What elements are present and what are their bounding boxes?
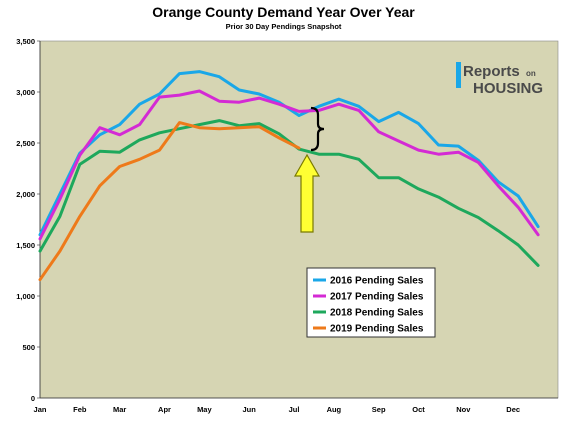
brace-icon: [310, 106, 325, 152]
x-tick-labels: Jan Feb Mar Apr May Jun Jul Aug Sep Oct Nov Dec: [34, 405, 521, 414]
x-tick-label: Feb: [73, 405, 87, 414]
chart-subtitle: Prior 30 Day Pendings Snapshot: [225, 22, 342, 31]
x-tick-label: Jan: [34, 405, 47, 414]
legend-label: 2018 Pending Sales: [330, 308, 424, 319]
legend-label: 2016 Pending Sales: [330, 276, 424, 287]
chart-title: Orange County Demand Year Over Year: [152, 4, 415, 20]
logo-mark-icon: [456, 62, 461, 88]
y-tick-labels: 3,500 3,000 2,500 2,000 1,500 1,000 500 0: [16, 37, 40, 403]
y-tick-label: 1,000: [16, 292, 35, 301]
x-tick-label: May: [197, 405, 212, 414]
x-tick-label: Mar: [113, 405, 126, 414]
logo-word-on: on: [526, 69, 536, 78]
logo-word-reports: Reports: [463, 63, 520, 80]
x-tick-label: Apr: [158, 405, 171, 414]
legend: 2016 Pending Sales 2017 Pending Sales 2018…: [306, 267, 436, 338]
y-tick-label: 2,500: [16, 139, 35, 148]
legend-label: 2019 Pending Sales: [330, 324, 424, 335]
y-tick-label: 3,000: [16, 88, 35, 97]
axes: [39, 41, 558, 399]
y-tick-label: 2,000: [16, 190, 35, 199]
series-lines: [38, 70, 540, 282]
y-tick-label: 500: [22, 343, 35, 352]
annotations: [293, 106, 325, 233]
series-line-1: [38, 89, 540, 241]
x-tick-label: Sep: [372, 405, 386, 414]
y-tick-label: 1,500: [16, 241, 35, 250]
legend-label: 2017 Pending Sales: [330, 292, 424, 303]
y-tick-label: 0: [31, 394, 35, 403]
y-tick-label: 3,500: [16, 37, 35, 46]
arrow-up-icon: [293, 153, 321, 233]
x-tick-label: Aug: [327, 405, 342, 414]
logo-word-housing: HOUSING: [473, 80, 543, 97]
legend-box: [306, 267, 436, 338]
x-tick-label: Dec: [506, 405, 520, 414]
x-tick-label: Oct: [412, 405, 425, 414]
x-tick-label: Jun: [243, 405, 257, 414]
series-line-3: [38, 121, 301, 282]
reports-on-housing-logo: Reports on HOUSING: [456, 62, 543, 97]
x-tick-label: Jul: [289, 405, 300, 414]
x-tick-label: Nov: [456, 405, 471, 414]
